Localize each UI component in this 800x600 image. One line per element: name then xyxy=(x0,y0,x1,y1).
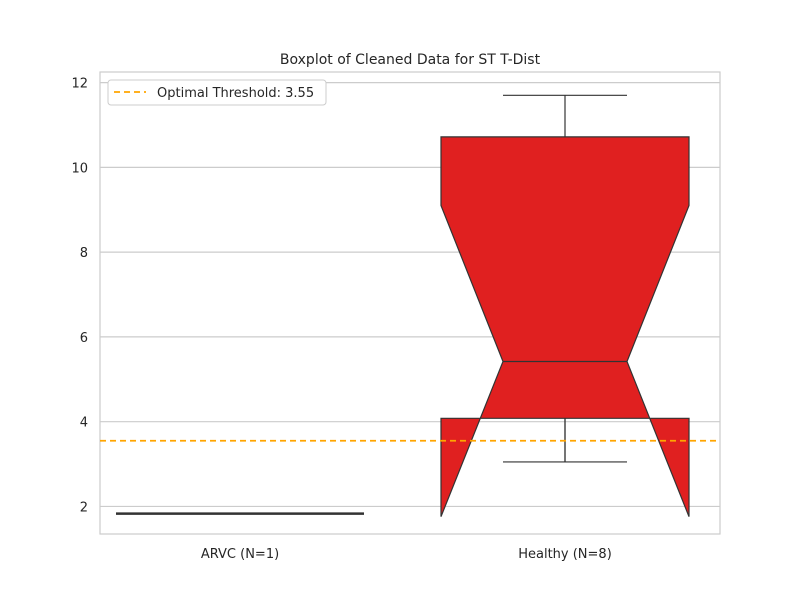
legend-threshold-label: Optimal Threshold: 3.55 xyxy=(157,86,314,101)
chart-title: Boxplot of Cleaned Data for ST T-Dist xyxy=(280,52,541,68)
plot-frame xyxy=(99,71,721,535)
y-ticks: 2 4 6 8 10 12 xyxy=(71,77,88,516)
box-group xyxy=(440,94,690,517)
legend: Optimal Threshold: 3.55 xyxy=(107,79,327,106)
y-tick-label: 4 xyxy=(80,416,88,431)
x-ticks: ARVC (N=1) Healthy (N=8) xyxy=(201,547,612,562)
x-tick-label: ARVC (N=1) xyxy=(201,547,279,562)
y-tick-label: 10 xyxy=(71,161,88,176)
y-tick-label: 6 xyxy=(80,331,88,346)
notched-box xyxy=(440,136,690,517)
y-tick-label: 2 xyxy=(80,500,88,515)
y-tick-label: 8 xyxy=(80,246,88,261)
x-tick-label: Healthy (N=8) xyxy=(518,547,612,562)
y-tick-label: 12 xyxy=(71,77,88,92)
legend-frame xyxy=(107,79,327,106)
data-layer xyxy=(116,94,690,517)
